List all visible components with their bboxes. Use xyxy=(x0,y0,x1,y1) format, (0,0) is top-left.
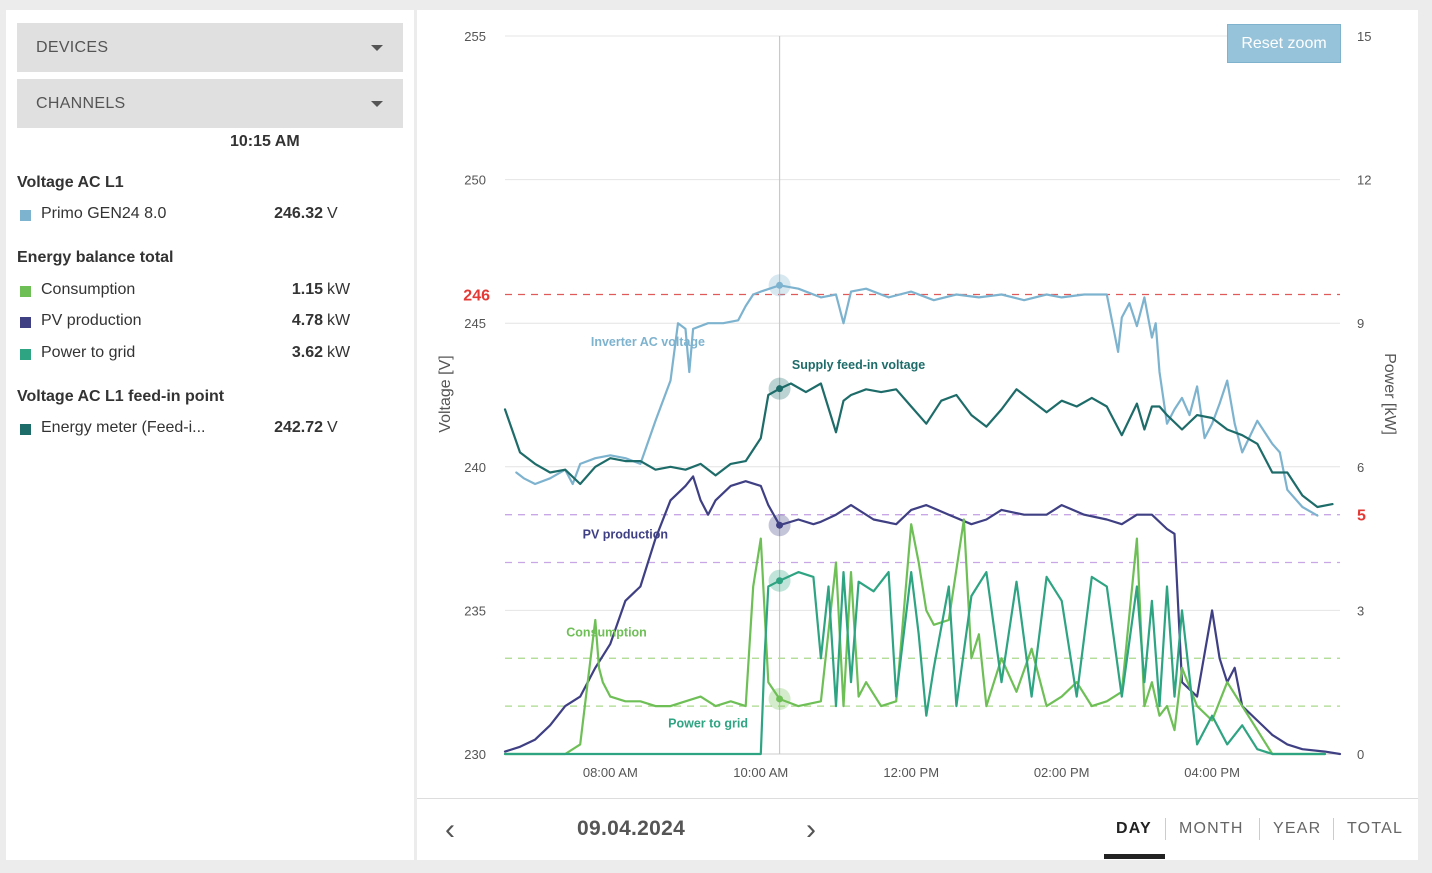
legend-value: 3.62 xyxy=(291,344,323,361)
series-swatch xyxy=(20,210,31,221)
left-panel xyxy=(6,10,414,860)
group-title: Voltage AC L1 feed-in point xyxy=(17,388,225,405)
chevron-left-icon[interactable]: ‹ xyxy=(445,813,455,846)
legend-unit: V xyxy=(327,419,338,436)
legend-item-consumption: Consumption 1.15 kW xyxy=(20,281,380,301)
series-swatch xyxy=(20,317,31,328)
legend-item-pv-production: PV production 4.78 kW xyxy=(20,312,380,332)
date-label: 09.04.2024 xyxy=(577,817,686,840)
channels-dropdown-label: CHANNELS xyxy=(36,94,126,112)
legend-value: 246.32 xyxy=(274,205,323,222)
chevron-right-icon[interactable]: › xyxy=(806,813,816,846)
legend-unit: kW xyxy=(327,312,351,329)
legend-item-energy-meter: Energy meter (Feed-i... 242.72 V xyxy=(20,419,380,439)
tab-year[interactable]: YEAR xyxy=(1273,820,1322,837)
series-swatch xyxy=(20,286,31,297)
caret-down-icon xyxy=(371,100,383,107)
series-swatch xyxy=(20,349,31,360)
legend-label: Primo GEN24 8.0 xyxy=(41,205,167,222)
chart-panel xyxy=(417,10,1418,860)
tab-separator xyxy=(1259,818,1260,840)
tab-month[interactable]: MONTH xyxy=(1179,820,1244,837)
legend-value: 1.15 xyxy=(291,281,323,298)
tab-separator xyxy=(1333,818,1334,840)
group-title: Voltage AC L1 xyxy=(17,174,124,191)
tab-separator xyxy=(1165,818,1166,840)
legend-unit: V xyxy=(327,205,338,222)
legend-item-inverter-voltage: Primo GEN24 8.0 246.32 V xyxy=(20,205,380,225)
legend-label: Consumption xyxy=(41,281,136,298)
legend-value: 4.78 xyxy=(291,312,323,329)
legend-label: PV production xyxy=(41,312,142,329)
tab-total[interactable]: TOTAL xyxy=(1347,820,1404,837)
legend-label: Power to grid xyxy=(41,344,136,361)
devices-dropdown[interactable]: DEVICES xyxy=(17,23,403,72)
legend-item-power-to-grid: Power to grid 3.62 kW xyxy=(20,344,380,364)
series-swatch xyxy=(20,424,31,435)
legend-label: Energy meter (Feed-i... xyxy=(41,419,206,436)
group-title: Energy balance total xyxy=(17,249,174,266)
active-tab-indicator xyxy=(1104,854,1165,859)
footer-divider xyxy=(417,798,1418,799)
caret-down-icon xyxy=(371,44,383,51)
devices-dropdown-label: DEVICES xyxy=(36,38,109,56)
reset-zoom-button[interactable]: Reset zoom xyxy=(1227,24,1341,63)
legend-unit: kW xyxy=(327,281,351,298)
tooltip-time: 10:15 AM xyxy=(230,133,300,150)
tab-day[interactable]: DAY xyxy=(1116,820,1152,837)
legend-unit: kW xyxy=(327,344,351,361)
legend-value: 242.72 xyxy=(274,419,323,436)
channels-dropdown[interactable]: CHANNELS xyxy=(17,79,403,128)
